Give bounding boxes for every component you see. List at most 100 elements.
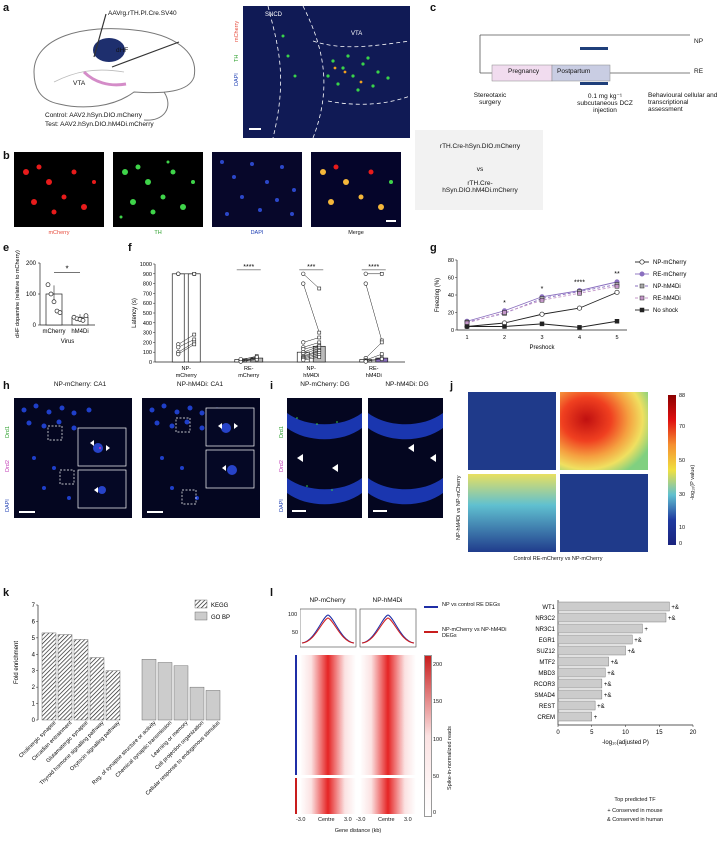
e-pair-line (303, 345, 320, 350)
e-point-post (192, 271, 197, 276)
l-ytick-label: MTF2 (539, 660, 555, 666)
surgery-label: Stereotaxic surgery (473, 92, 507, 106)
vta-microscopy-image: SNCD VTA (243, 6, 410, 138)
k-legend-blue-swatch (424, 606, 438, 608)
l-bar (557, 711, 592, 722)
e-ytick-label: 500 (143, 311, 152, 317)
f-significance: **** (574, 280, 585, 287)
d-point (48, 291, 54, 297)
e-pair-line (240, 356, 257, 360)
f-point (502, 310, 507, 315)
k-cbar-tick-0: 200 (433, 662, 443, 668)
l-ytick-label: RCOR3 (534, 682, 556, 688)
f-xtick-label: 5 (615, 335, 618, 341)
l-mark: +& (634, 638, 642, 644)
g-title-1: NP-mCherry: CA1 (53, 381, 107, 388)
j-bar (57, 634, 73, 721)
h-drd2-label: Drd2 (279, 460, 285, 472)
e-significance: **** (243, 264, 254, 271)
panel-label-k: l (270, 587, 274, 599)
postpartum-label: Postpartum (557, 68, 591, 75)
k-cbar-tick-2: 100 (433, 737, 443, 743)
k-xlabel: Gene distance (kb) (334, 828, 382, 834)
l-mark: +& (607, 671, 615, 677)
j-bar (41, 632, 57, 721)
d-point (45, 282, 51, 288)
e-group-label-1: RE- (244, 366, 254, 372)
g-drd2-label: Drd2 (5, 460, 11, 472)
k-xtick-2c: 3.0 (404, 817, 412, 823)
e-bar-post (187, 273, 201, 363)
channel-mcherry-label: mCherry (234, 20, 240, 42)
k-colorbar-label: Spike-in-normalized reads (447, 726, 453, 790)
e-pair-line (303, 352, 320, 359)
e-group-label-1: NP- (307, 366, 317, 372)
f-point (464, 324, 470, 329)
e-point-post (317, 330, 322, 335)
chart-e: 0 100 200 300 400 500 600 700 800 900 1000 Latency … (132, 262, 405, 379)
e-group-label-2: mCherry (176, 373, 197, 379)
h-dapi-label: DAPI (279, 499, 285, 512)
j-legend-kegg: KEGG (211, 603, 229, 609)
e-ytick-label: 900 (143, 272, 152, 278)
e-point-post (317, 286, 322, 291)
l-bar (557, 689, 603, 700)
l-bar (557, 667, 606, 678)
e-pair-line (365, 357, 382, 362)
j-bar (189, 686, 205, 721)
l-xtick-label: 15 (656, 730, 663, 736)
k-xtick-1a: -3.0 (296, 817, 306, 823)
j-ytick-label: 2 (32, 685, 36, 691)
k-heatmap-top-2 (360, 655, 416, 775)
l-ytick-label: REST (539, 704, 555, 710)
l-title: Top predicted TF (614, 797, 656, 803)
l-bar (557, 645, 626, 656)
h-drd1-label: Drd1 (279, 426, 285, 438)
f-legend-marker (639, 271, 645, 277)
f-point (502, 324, 507, 329)
l-mark: +& (604, 693, 612, 699)
j-xtick-label: Cellular response to endogenous stimulus (145, 720, 222, 797)
k-xtick-2a: -3.0 (356, 817, 366, 823)
k-cbar-tick-3: 50 (433, 774, 440, 780)
f-point (614, 289, 620, 295)
l-mark: + (644, 627, 648, 633)
e-point-post (379, 357, 384, 361)
l-bar (557, 623, 643, 634)
re-label: RE (694, 68, 704, 75)
k-cbar-tick-4: 0 (433, 810, 437, 816)
l-bar (557, 601, 670, 612)
f-xtick-label: 2 (503, 335, 506, 341)
f-legend-marker (639, 307, 645, 313)
l-bar (557, 612, 667, 623)
l-ytick-label: MBD3 (538, 671, 555, 677)
merge-image (311, 152, 401, 227)
ca1-hm4di-image (142, 398, 260, 518)
k-xtick-1c: 3.0 (344, 817, 352, 823)
e-point-post (192, 332, 197, 337)
l-ytick-label: NR3C1 (535, 627, 555, 633)
f-significance: * (503, 300, 506, 307)
d-ytick-label: 200 (26, 261, 37, 267)
e-point-pre (301, 357, 306, 363)
e-ytick-label: 700 (143, 291, 152, 297)
e-ytick-label: 300 (143, 331, 152, 337)
f-ytick-label: 80 (448, 258, 454, 264)
e-pair-line (365, 353, 382, 361)
j-ytick-label: 3 (32, 669, 36, 675)
f-point (614, 284, 620, 289)
e-pair-line (303, 354, 320, 360)
dhf-label: dHF (116, 47, 129, 54)
f-point (539, 298, 545, 303)
f-ylabel: Freezing (%) (435, 278, 441, 312)
f-point (577, 325, 582, 330)
j-ylabel: Fold enrichment (14, 641, 20, 684)
injection-label: 0.1 mg kg⁻¹ subcutaneous DCZ injection (577, 93, 633, 114)
i-xlabel: Control RE-mCherry vs NP-mCherry (513, 556, 603, 562)
e-pair-line (303, 346, 320, 353)
g-drd1-label: Drd1 (5, 426, 11, 438)
chart-l: WT1 +& NR3C2 +& NR3C1 + EGR1 +& SUZ12 +& MTF2 +& MBD… (534, 600, 697, 746)
panel-label-f: g (430, 242, 437, 254)
l-note-2: & Conserved in human (607, 817, 663, 823)
